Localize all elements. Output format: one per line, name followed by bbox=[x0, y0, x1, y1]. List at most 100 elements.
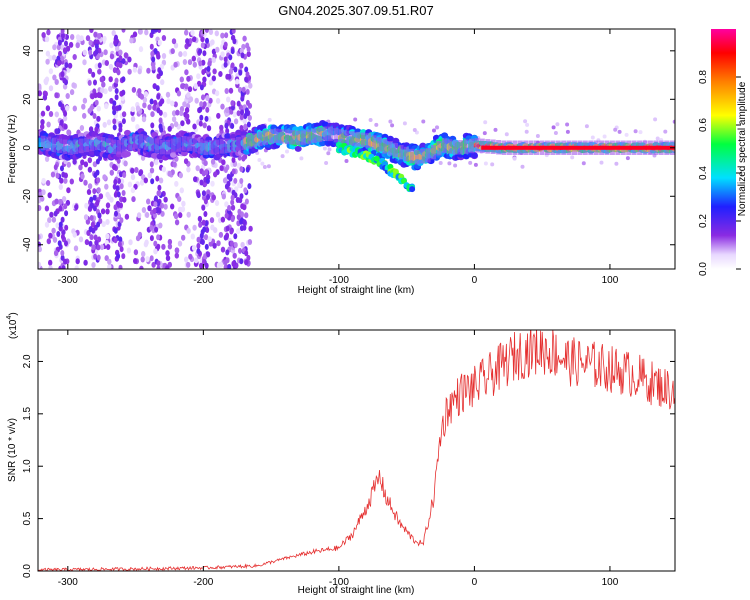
spectrogram-cell bbox=[233, 233, 238, 240]
spectrogram-cell bbox=[520, 164, 525, 169]
spectrogram-cell bbox=[94, 48, 99, 55]
spectrogram-cell bbox=[54, 111, 59, 118]
spectrogram-cell bbox=[96, 33, 102, 39]
spectrogram-cell bbox=[198, 106, 203, 113]
spectrogram-cell bbox=[137, 68, 142, 75]
spectrogram-cell bbox=[124, 213, 130, 220]
spectrogram-cell bbox=[224, 88, 229, 94]
spectrogram-cell bbox=[239, 125, 244, 131]
spectrogram-cell bbox=[123, 52, 129, 59]
spectrogram-cell bbox=[97, 68, 102, 75]
spectrogram-cell bbox=[237, 208, 242, 215]
spectrogram-cell bbox=[99, 244, 105, 251]
spectrogram-cell bbox=[198, 120, 203, 127]
spectrogram-cell bbox=[136, 212, 142, 219]
spectrogram-cell bbox=[202, 50, 207, 57]
spectrogram-cell bbox=[158, 177, 164, 184]
spectrogram-cell bbox=[88, 49, 93, 56]
spectrogram-cell bbox=[211, 194, 216, 201]
spectrogram-cell bbox=[244, 198, 249, 205]
spectrogram-cell bbox=[344, 130, 350, 145]
spectrogram-cell bbox=[130, 106, 135, 113]
spectrogram-cell bbox=[244, 250, 249, 257]
spectrogram-cell bbox=[53, 250, 59, 257]
spectrogram-cell bbox=[240, 52, 245, 59]
spectrogram-cell bbox=[504, 132, 509, 137]
spectrogram-cell bbox=[245, 88, 250, 95]
spectrogram-cell bbox=[156, 243, 161, 250]
spectrogram-cell bbox=[188, 96, 194, 103]
spectrogram-cell bbox=[242, 118, 247, 124]
spectrogram-cell bbox=[142, 96, 148, 103]
spectrogram-cell bbox=[99, 76, 105, 83]
spectrogram-cell bbox=[231, 157, 236, 163]
spectrogram-cell bbox=[655, 136, 660, 141]
spectrogram-cell bbox=[94, 63, 99, 70]
spectrogram-cell bbox=[196, 73, 201, 80]
spectrogram-cell bbox=[106, 119, 112, 126]
spectrogram-cell bbox=[614, 161, 619, 166]
colorbar-label: Normalized spectral amplitude bbox=[737, 81, 748, 216]
spectrogram-cell bbox=[290, 130, 296, 145]
spectrogram-cell bbox=[208, 29, 214, 35]
spectrogram-cell bbox=[165, 91, 171, 98]
spectrogram-cell bbox=[128, 239, 133, 246]
spectrogram-cell bbox=[247, 114, 252, 121]
spectrogram-cell bbox=[175, 109, 180, 116]
spectrogram-cell bbox=[118, 49, 123, 56]
spectrogram-cell bbox=[72, 231, 77, 238]
spectrogram-cell bbox=[193, 83, 198, 90]
spectrogram-cell bbox=[151, 56, 156, 63]
spectrogram-cell bbox=[463, 139, 469, 154]
spectrogram-cell bbox=[196, 80, 202, 87]
spectrogram-cell bbox=[89, 202, 94, 209]
spectrogram-cell bbox=[257, 158, 262, 162]
spectrogram-cell bbox=[57, 39, 62, 46]
spectrogram-cell bbox=[245, 166, 250, 173]
spectrogram-cell bbox=[158, 117, 163, 124]
spectrogram-cell bbox=[174, 180, 179, 187]
spectrogram-cell bbox=[81, 103, 86, 110]
spectrogram-cell bbox=[483, 120, 488, 125]
spectrogram-cell bbox=[284, 129, 290, 145]
spectrogram-cell bbox=[239, 166, 244, 173]
spectrogram-cell bbox=[231, 29, 236, 34]
spectrogram-cell bbox=[210, 158, 216, 165]
spectrogram-cell bbox=[239, 62, 244, 69]
spectrogram-cell bbox=[118, 264, 123, 269]
spectrogram-cell bbox=[173, 101, 178, 108]
spectrogram-cell bbox=[220, 103, 225, 110]
spectrogram-cell bbox=[64, 240, 68, 247]
spectrogram-cell bbox=[230, 62, 235, 69]
spectrogram-cell bbox=[174, 219, 180, 226]
spectrogram-cell bbox=[196, 191, 201, 198]
spectrogram-cell bbox=[108, 63, 114, 70]
spectrogram-cell bbox=[42, 90, 48, 97]
spectrogram-cell bbox=[88, 240, 93, 247]
spectrogram-cell bbox=[244, 212, 249, 219]
spectrogram-cell bbox=[328, 126, 333, 142]
spectrogram-cell bbox=[206, 65, 211, 72]
spectrogram-cell bbox=[186, 118, 191, 125]
spectrogram-cell bbox=[61, 265, 66, 269]
y-tick-label: -40 bbox=[22, 237, 33, 252]
spectrogram-cell bbox=[105, 202, 111, 209]
spectrogram-cell bbox=[581, 161, 586, 166]
spectrogram-cell bbox=[114, 77, 119, 84]
spectrogram-cell bbox=[368, 118, 373, 122]
spectrogram-cell bbox=[207, 60, 212, 67]
spectrogram-cell bbox=[119, 178, 125, 185]
spectrogram-cell bbox=[202, 101, 207, 108]
spectrogram-cell bbox=[490, 162, 495, 167]
spectrogram-cell bbox=[138, 46, 144, 53]
spectrogram-cell bbox=[89, 29, 94, 33]
spectrogram-cell bbox=[49, 211, 54, 218]
spectrogram-cell bbox=[222, 177, 228, 184]
spectrogram-cell bbox=[268, 129, 274, 144]
spectrogram-cell bbox=[131, 86, 137, 93]
spectrogram-cell bbox=[54, 79, 59, 85]
spectrogram-cell bbox=[119, 217, 124, 224]
x-tick-label: 0 bbox=[472, 275, 478, 286]
spectrogram-cell bbox=[213, 227, 218, 234]
